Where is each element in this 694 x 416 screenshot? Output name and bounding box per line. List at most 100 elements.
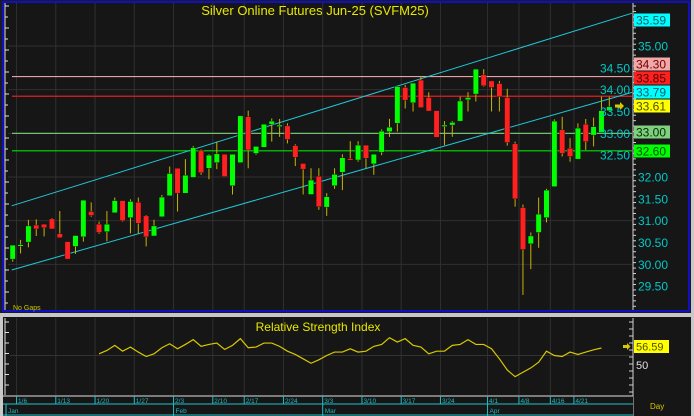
candle-up-body [527,235,534,245]
date-tick-label: 1/20 [97,398,110,405]
candle-down-body [292,145,299,158]
candle [151,219,157,237]
date-tick-label: 4/8 [520,398,529,405]
candle [276,118,283,137]
candle [49,218,55,230]
candle-up-body [370,154,377,165]
price-tick-label: 32.00 [638,171,668,185]
candle-up-body [166,173,173,196]
date-tick-label: 1/6 [18,398,27,405]
candle [543,188,550,223]
candle-down-body [49,218,55,230]
candle [559,116,566,157]
candle [590,117,597,147]
candle-down-body [418,79,424,108]
candle-down-body [284,125,291,140]
rsi-line [98,336,602,378]
candle [9,244,16,262]
periodicity-label[interactable]: Day [650,402,664,411]
candle-up-body [441,124,448,127]
candle-down-body [433,110,440,138]
candle [213,141,220,170]
trendlines [11,12,633,271]
candle [449,121,456,137]
candle [174,168,181,212]
date-tick-label: 3/3 [324,398,333,405]
candle-down-body [88,211,95,216]
candle [158,194,165,217]
candle [245,110,252,169]
candle-down-body [480,74,487,86]
candle [394,86,401,132]
candle [166,166,173,196]
rsi-left-ruler [4,318,633,395]
panel-splitter[interactable] [0,313,694,317]
candle-up-body [9,244,16,260]
candle [135,197,142,234]
price-panel[interactable] [2,1,690,312]
candle [315,168,322,210]
horizontal-lines [12,75,632,152]
month-label: Feb [176,408,188,415]
price-marker-bg [634,144,670,158]
candle-up-body [253,146,259,154]
candle [72,235,79,254]
candle [370,154,377,175]
candle [190,146,197,178]
candle-down-body [33,224,40,230]
candle-down-body [347,158,354,161]
candle-up-body [17,244,24,247]
candle [253,146,259,155]
price-marker-label: 35.59 [636,14,666,28]
date-tick-label: 3/10 [363,398,376,405]
candle-up-body [543,189,550,218]
candle-up-body [213,153,220,163]
candle-down-body [300,163,307,170]
rsi-value-label: 56.59 [636,342,664,354]
channel-upper [11,12,633,207]
rsi-gridlines [16,318,575,395]
price-tick-label: 31.50 [638,192,668,206]
rsi-value-marker [634,340,669,353]
candle [88,202,95,217]
candle [237,115,244,163]
candle [441,121,448,146]
candle-down-body [363,144,369,159]
candle-up-body [575,127,581,160]
date-tick-label: 2/10 [214,398,227,405]
candle-down-body [496,83,503,97]
candle [323,193,330,216]
date-axis[interactable]: 1/6 1/13 1/20 1/27 2/3 2/10 2/17 2/24 3/3 3/10 3/1… [3,395,633,416]
candle-down-body [520,207,526,250]
candle [457,96,464,122]
price-marker-label: 33.00 [636,126,666,140]
candle-up-body [355,144,361,161]
candle [96,221,102,234]
price-axis-labels: 35.00 34.50 34.00 33.50 33.00 32.50 32.00 31.50… [600,40,668,294]
price-tick-label: 33.00 [600,127,630,141]
candle-down-body [119,200,126,221]
date-tick-label: 2/17 [246,398,259,405]
candle [64,241,71,260]
candle [363,144,369,169]
price-marker-bg [634,85,670,99]
candle-up-body [276,124,283,127]
candle [292,144,299,167]
candle-up-body [268,120,275,125]
price-marker-bg [634,99,670,113]
candle-up-body [127,201,134,218]
candle-up-body [590,126,597,136]
price-tick-label: 30.00 [638,258,668,272]
candle-down-body [245,116,252,151]
candle-down-body [504,97,511,143]
candle [418,76,424,108]
price-marker-bg [634,13,670,27]
candle [433,110,440,138]
candle [80,199,87,242]
candle [261,123,267,148]
candle [496,80,503,112]
candle-up-body [535,213,542,233]
candle [551,119,558,187]
